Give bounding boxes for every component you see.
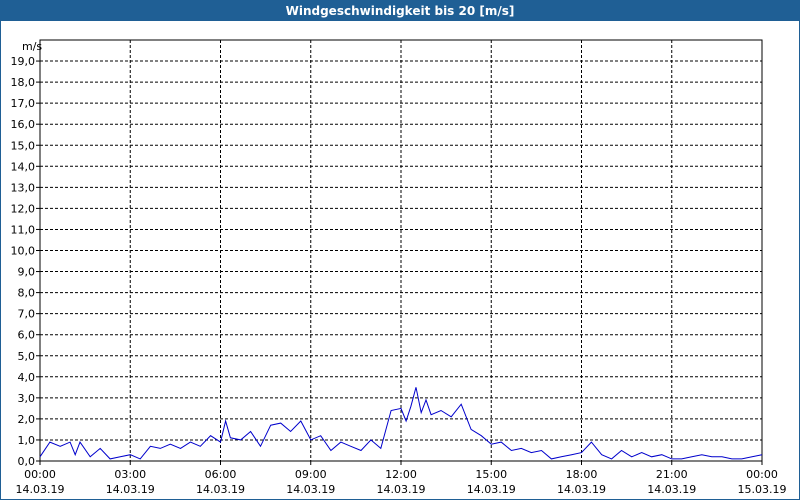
y-tick-label: 3,0 xyxy=(18,392,36,405)
y-tick-label: 12,0 xyxy=(11,202,36,215)
y-tick-labels: 0,0 1,0 2,0 3,0 4,0 5,0 6,0 7,0 8,0 9,0 10,0 11,0 12… xyxy=(11,55,36,468)
x-tick-labels: 00:00 14.03.19 03:00 14.03.19 06:00 14.03.19 0… xyxy=(16,468,787,496)
y-tick-label: 6,0 xyxy=(18,329,36,342)
y-tick-label: 9,0 xyxy=(18,266,36,279)
x-tick-label-time: 00:00 xyxy=(24,468,56,481)
x-tick-label-date: 14.03.19 xyxy=(196,483,245,496)
y-tick-label: 19,0 xyxy=(11,55,36,68)
y-tick-label: 18,0 xyxy=(11,76,36,89)
plot-area-border xyxy=(39,39,763,462)
series-layer xyxy=(39,387,763,460)
y-tick-label: 8,0 xyxy=(18,287,36,300)
x-tick-label-date: 14.03.19 xyxy=(106,483,155,496)
x-tick-label-time: 09:00 xyxy=(295,468,327,481)
x-tick-label-time: 06:00 xyxy=(205,468,237,481)
x-tick-label-date: 14.03.19 xyxy=(467,483,516,496)
x-tick-label-date: 15.03.19 xyxy=(738,483,787,496)
y-tick-label: 15,0 xyxy=(11,139,36,152)
y-axis-label: m/s xyxy=(22,40,42,53)
x-tick-label-time: 21:00 xyxy=(656,468,688,481)
y-tick-label: 11,0 xyxy=(11,223,36,236)
y-tick-label: 5,0 xyxy=(18,350,36,363)
y-tick-label: 0,0 xyxy=(18,455,36,468)
x-tick-label-time: 00:00 xyxy=(746,468,778,481)
x-tick-label-time: 15:00 xyxy=(475,468,507,481)
y-tick-label: 17,0 xyxy=(11,97,36,110)
axes-layer xyxy=(36,39,763,465)
y-tick-label: 1,0 xyxy=(18,434,36,447)
x-tick-label-date: 14.03.19 xyxy=(16,483,65,496)
y-tick-label: 7,0 xyxy=(18,308,36,321)
y-tick-label: 13,0 xyxy=(11,181,36,194)
y-tick-label: 4,0 xyxy=(18,371,36,384)
y-tick-label: 16,0 xyxy=(11,118,36,131)
chart-title: Windgeschwindigkeit bis 20 [m/s] xyxy=(1,1,799,21)
x-tick-label-time: 18:00 xyxy=(566,468,598,481)
x-tick-label-date: 14.03.19 xyxy=(647,483,696,496)
x-tick-label-time: 03:00 xyxy=(114,468,146,481)
y-tick-label: 14,0 xyxy=(11,160,36,173)
y-tick-label: 2,0 xyxy=(18,413,36,426)
y-tick-label: 10,0 xyxy=(11,245,36,258)
x-tick-label-date: 14.03.19 xyxy=(286,483,335,496)
x-tick-label-date: 14.03.19 xyxy=(377,483,426,496)
x-tick-label-time: 12:00 xyxy=(385,468,417,481)
x-tick-label-date: 14.03.19 xyxy=(557,483,606,496)
series-line-wind-speed xyxy=(39,387,763,460)
grid-layer xyxy=(40,40,762,461)
